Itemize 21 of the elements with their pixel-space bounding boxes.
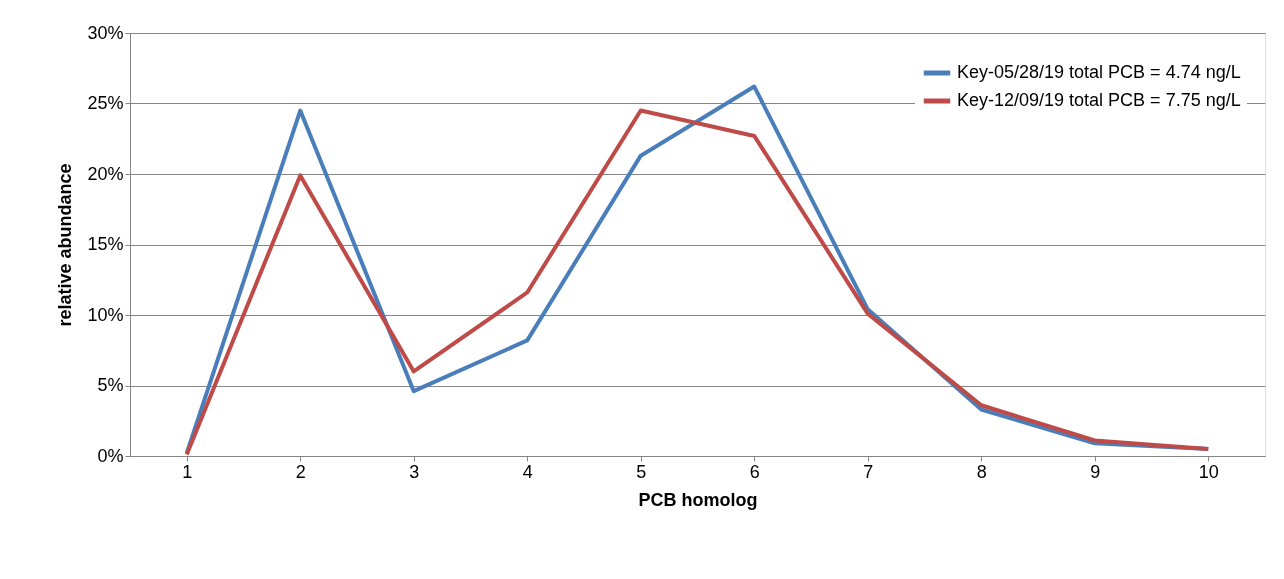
- x-tick-label: 4: [522, 461, 533, 482]
- x-tick-label: 6: [749, 461, 760, 482]
- y-tick-label: 25%: [87, 93, 124, 113]
- x-tick-label: 9: [1090, 461, 1101, 482]
- x-axis-title: PCB homolog: [638, 489, 758, 510]
- y-tick-label: 10%: [87, 304, 124, 325]
- x-tick-label: 10: [1198, 461, 1219, 482]
- x-tick-label: 7: [863, 461, 874, 482]
- y-tick-label: 0%: [97, 445, 124, 466]
- x-tick-label: 5: [636, 461, 647, 482]
- y-tick-label: 5%: [97, 375, 124, 395]
- y-tick-label: 20%: [87, 163, 124, 184]
- x-tick-label: 2: [295, 461, 306, 482]
- x-tick-label: 1: [182, 461, 193, 482]
- y-tick-label: 30%: [87, 22, 124, 43]
- x-tick-label: 8: [976, 461, 987, 482]
- y-axis-title: relative abundance: [55, 163, 76, 327]
- y-tick-label: 15%: [87, 234, 124, 254]
- legend-label: Key-05/28/19 total PCB = 4.74 ng/L: [957, 62, 1241, 82]
- x-tick-label: 3: [409, 461, 420, 482]
- legend-label: Key-12/09/19 total PCB = 7.75 ng/L: [957, 90, 1241, 110]
